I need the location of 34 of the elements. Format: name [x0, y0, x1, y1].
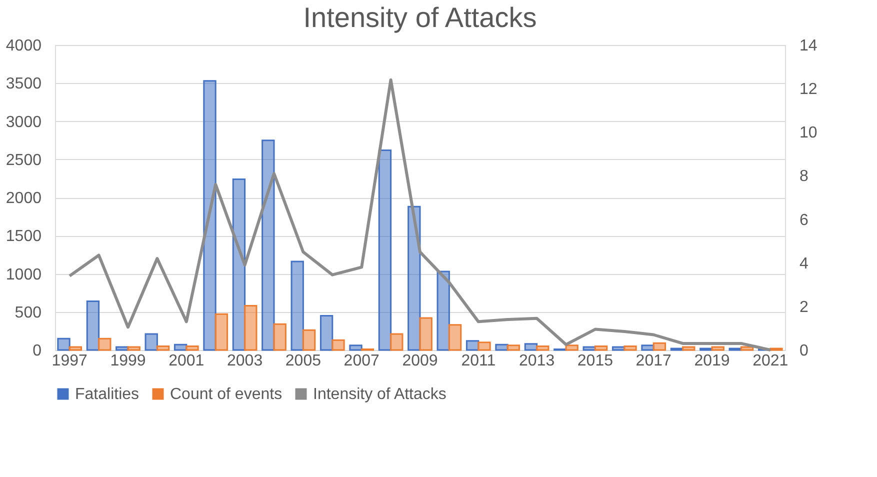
x-tick-label: 1997: [52, 352, 88, 370]
y-tick-label: 4000: [6, 38, 42, 54]
y-tick-label: 3000: [6, 114, 42, 131]
y2-tick-label: 2: [800, 298, 808, 316]
y2-tick-label: 6: [800, 212, 808, 229]
x-tick-label: 2021: [752, 352, 788, 370]
y-tick-label: 500: [14, 304, 42, 322]
legend-label: Fatalities: [75, 386, 140, 403]
legend-label: Count of events: [170, 386, 282, 403]
x-tick-label: 2019: [694, 352, 730, 370]
legend-label: Intensity of Attacks: [313, 386, 446, 403]
y2-tick-label: 8: [800, 168, 808, 186]
x-tick-label: 2013: [519, 352, 555, 370]
y2-tick-label: 10: [800, 124, 818, 142]
x-tick-label: 2007: [344, 352, 380, 370]
x-tick-label: 2015: [577, 352, 614, 370]
y2-tick-label: 14: [800, 38, 818, 54]
x-tick-label: 2003: [227, 352, 263, 370]
x-tick-label: 2005: [285, 352, 322, 370]
x-tick-label: 2011: [461, 352, 496, 370]
y2-tick-label: 12: [800, 81, 818, 98]
x-tick-label: 2017: [636, 352, 672, 370]
y2-tick-label: 4: [800, 255, 808, 272]
x-tick-label: 2001: [168, 352, 204, 370]
y2-tick-label: 0: [800, 342, 808, 360]
y-tick-label: 0: [32, 342, 42, 360]
x-tick-label: 2009: [402, 352, 438, 370]
y-tick-label: 1500: [6, 228, 42, 246]
y-tick-label: 1000: [6, 266, 42, 284]
x-tick-label: 1999: [110, 352, 146, 370]
chart-title: Intensity of Attacks: [303, 2, 537, 33]
y-tick-label: 3500: [6, 76, 42, 93]
y-tick-label: 2000: [6, 190, 42, 207]
y-tick-label: 2500: [6, 152, 42, 169]
